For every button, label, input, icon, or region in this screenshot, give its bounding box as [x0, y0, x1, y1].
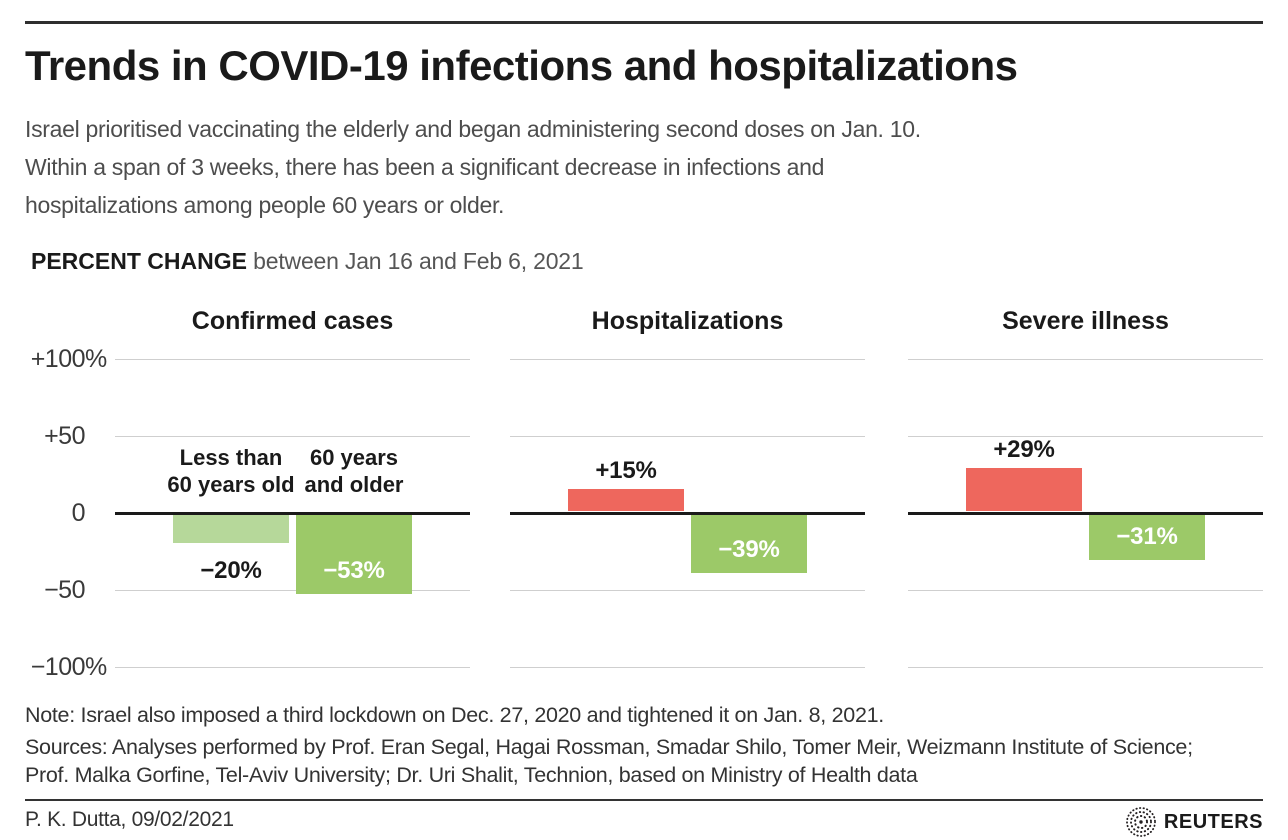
bar — [1089, 514, 1205, 560]
subtitle-line: hospitalizations among people 60 years o… — [25, 192, 505, 218]
gridline — [115, 359, 470, 360]
subtitle: Israel prioritised vaccinating the elder… — [25, 110, 1025, 224]
top-rule — [25, 21, 1263, 24]
panel-title: Severe illness — [1002, 307, 1169, 335]
byline: P. K. Dutta, 09/02/2021 — [25, 808, 234, 831]
y-axis-tick: −50 — [0, 575, 110, 605]
bar — [568, 489, 684, 511]
bar-value-label: −53% — [323, 557, 385, 584]
reuters-orb-icon — [1126, 807, 1156, 837]
zero-axis-line — [908, 512, 1263, 515]
reuters-logo: REUTERS — [1124, 806, 1263, 838]
group-label-line: and older — [304, 472, 404, 497]
y-tick-number: +50 — [44, 422, 85, 450]
bar — [691, 514, 807, 573]
y-tick-number: 0 — [71, 499, 86, 527]
y-axis-tick: +100% — [0, 344, 110, 374]
gridline — [908, 667, 1263, 668]
gridline — [115, 590, 470, 591]
group-label-line: 60 years old — [167, 472, 295, 497]
panel-title: Hospitalizations — [591, 307, 784, 335]
group-label-line: Less than — [179, 445, 283, 470]
gridline — [115, 667, 470, 668]
chart-kicker: PERCENT CHANGE between Jan 16 and Feb 6,… — [31, 248, 584, 275]
bar-value-label: +15% — [595, 457, 657, 484]
bar-value-label: −20% — [200, 557, 262, 584]
sources-line: Prof. Malka Gorfine, Tel-Aviv University… — [25, 763, 918, 787]
bar-group-label: 60 years and older — [264, 444, 444, 498]
panel-title: Confirmed cases — [191, 307, 394, 335]
y-axis-tick: +50 — [0, 421, 110, 451]
bar-value-label: −31% — [1116, 523, 1178, 550]
bar-group-label: Less than 60 years old — [141, 444, 321, 498]
kicker-bold: PERCENT CHANGE — [31, 248, 247, 274]
subtitle-line: Israel prioritised vaccinating the elder… — [25, 116, 921, 142]
gridline — [510, 590, 865, 591]
note: Note: Israel also imposed a third lockdo… — [25, 703, 884, 727]
bar-value-label: +29% — [993, 436, 1055, 463]
y-tick-percent-sign: % — [85, 653, 107, 681]
gridline — [510, 359, 865, 360]
y-tick-number: +100 — [30, 345, 86, 373]
subtitle-line: Within a span of 3 weeks, there has been… — [25, 154, 825, 180]
y-tick-number: −100 — [30, 653, 86, 681]
reuters-wordmark: REUTERS — [1163, 810, 1263, 833]
bar — [173, 514, 289, 543]
y-axis-tick: −100% — [0, 652, 110, 682]
gridline — [908, 359, 1263, 360]
page-title: Trends in COVID-19 infections and hospit… — [25, 42, 1018, 89]
gridline — [510, 436, 865, 437]
y-axis-tick: 0 — [0, 498, 110, 528]
bar — [296, 514, 412, 594]
footer-rule — [25, 799, 1263, 801]
sources-line: Sources: Analyses performed by Prof. Era… — [25, 735, 1193, 759]
gridline — [510, 667, 865, 668]
gridline — [908, 436, 1263, 437]
y-tick-percent-sign: % — [85, 345, 107, 373]
kicker-rest: between Jan 16 and Feb 6, 2021 — [246, 248, 584, 274]
sources: Sources: Analyses performed by Prof. Era… — [25, 733, 1265, 789]
gridline — [908, 590, 1263, 591]
gridline — [115, 436, 470, 437]
bar — [966, 468, 1082, 511]
zero-axis-line — [510, 512, 865, 515]
y-tick-number: −50 — [44, 576, 85, 604]
zero-axis-line — [115, 512, 470, 515]
group-label-line: 60 years — [309, 445, 399, 470]
bar-value-label: −39% — [718, 536, 780, 563]
